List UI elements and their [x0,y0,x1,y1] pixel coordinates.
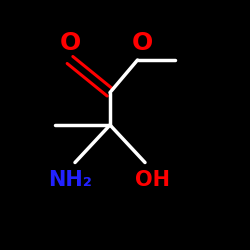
Text: NH₂: NH₂ [48,170,92,190]
Text: O: O [132,31,153,55]
Text: O: O [60,31,80,55]
Text: OH: OH [135,170,170,190]
